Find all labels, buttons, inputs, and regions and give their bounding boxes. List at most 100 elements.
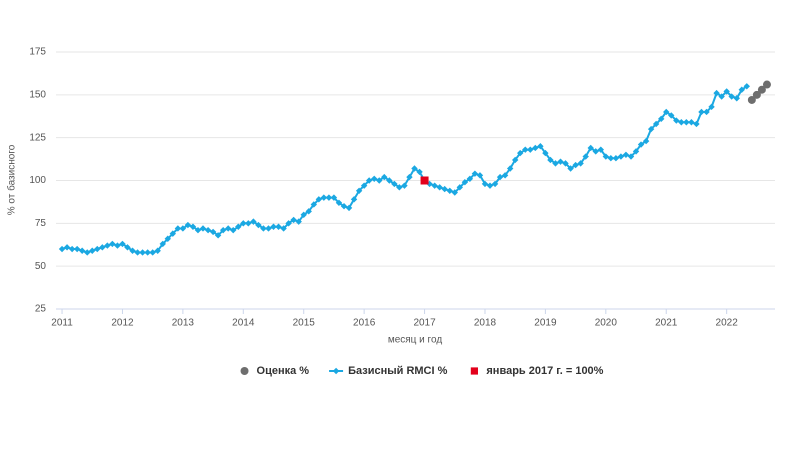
point [78,247,86,254]
point [708,103,715,111]
point [612,155,620,162]
point [562,160,569,167]
point [325,194,333,201]
point [63,244,71,251]
y-tick-label: 100 [29,175,46,186]
x-tick-label: 2015 [293,318,316,329]
point [698,108,705,116]
point [360,182,368,189]
point [119,240,126,248]
point [647,125,655,133]
point [219,226,227,234]
point [73,245,81,253]
point [752,90,761,99]
point [376,177,383,184]
point [245,220,252,227]
point [491,180,499,188]
point [371,175,378,182]
point [204,226,212,234]
point [678,119,685,126]
y-tick-label: 50 [35,261,47,272]
point [466,175,474,182]
point [68,245,76,253]
point [310,201,318,208]
y-tick-label: 75 [35,218,47,229]
point [396,184,403,191]
point [572,161,579,169]
point [114,242,121,249]
point [295,218,302,225]
point [547,156,554,164]
point [330,194,338,201]
x-tick-label: 2022 [716,318,739,329]
point [305,208,312,215]
point [471,170,479,177]
point [365,177,373,184]
point [144,249,151,256]
point [280,225,287,232]
point [441,185,448,193]
point [496,173,504,181]
point [713,89,720,97]
point [401,182,408,189]
point [762,80,771,89]
point [240,220,247,227]
point [723,88,730,95]
point [416,168,423,176]
point [673,117,680,124]
x-tick-label: 2016 [353,318,376,329]
point [89,247,96,254]
point [577,160,584,167]
point [587,144,594,152]
point [275,223,282,230]
point [728,93,735,100]
point [94,245,101,253]
point [381,173,388,181]
series-line [61,85,748,254]
point [542,149,549,157]
point [164,235,171,242]
point [199,225,207,232]
y-tick-label: 150 [29,89,46,100]
point [189,223,197,230]
point [345,204,353,212]
point [84,249,91,256]
point [522,146,529,153]
point [517,149,524,157]
point [411,165,418,172]
point [270,223,277,230]
legend-symbol [332,367,340,375]
legend-item: январь 2017 г. = 100% [470,365,604,377]
x-tick-label: 2014 [232,318,255,329]
point [290,216,297,224]
point [446,187,453,194]
point [511,156,519,164]
point [300,211,307,218]
point [592,148,599,155]
point [456,184,463,191]
point [179,225,187,232]
legend-symbol [470,367,478,375]
point [683,119,690,126]
point [194,226,202,234]
point [340,203,348,210]
point [315,196,323,203]
point [582,153,589,160]
point [174,225,182,232]
point [658,115,665,123]
x-tick-label: 2011 [51,318,73,329]
legend-label: январь 2017 г. = 100% [486,365,603,377]
point [320,194,328,201]
point [184,221,192,229]
point [159,240,166,248]
point [265,225,272,232]
point [637,141,645,148]
x-tick-label: 2013 [172,318,195,329]
point [214,232,222,239]
x-axis-label: месяц и год [388,335,442,346]
point [209,228,217,236]
legend-symbol [240,367,249,375]
point [718,93,725,100]
point [501,172,509,179]
point [461,179,469,186]
